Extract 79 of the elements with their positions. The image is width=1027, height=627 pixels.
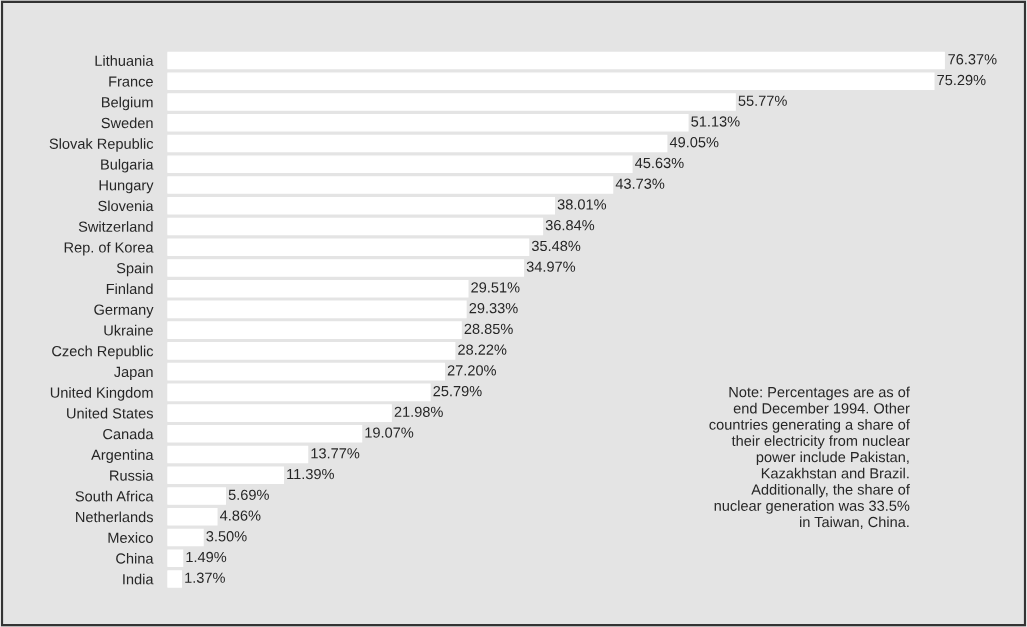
data-label: 34.97% <box>526 261 576 272</box>
text: Note: Percentages are as of end December 1994. Other countries generating a share of their electricity from nuclear power include Pakistan, Kazakhstan and Brazil. Additionally, the share of nuclear generation was 33.5% in Taiwan, China. <box>709 386 910 529</box>
y-tick-label: France <box>109 76 153 87</box>
bar <box>167 549 184 568</box>
data-label: 28.85% <box>464 323 513 335</box>
data-label: 28.22% <box>458 344 507 355</box>
data-label: 51.13% <box>691 116 740 127</box>
bar <box>167 113 689 132</box>
bar <box>167 259 525 277</box>
data-label: 21.98% <box>394 406 443 418</box>
y-tick-label: Belgium <box>102 96 153 111</box>
data-label: 36.84% <box>545 220 595 231</box>
y-tick-label: Slovak Republic <box>49 138 154 152</box>
y-tick-label: Rep. of Korea <box>64 241 154 256</box>
bar <box>167 342 456 360</box>
y-tick-label: Sweden <box>101 117 153 129</box>
y-tick-label: Czech Republic <box>52 345 154 360</box>
bar <box>167 321 462 339</box>
y-tick-label: Argentina <box>91 449 154 463</box>
data-label: 75.29% <box>937 74 986 86</box>
y-tick-label: Spain <box>116 262 153 277</box>
y-tick-label: India <box>123 573 154 585</box>
data-label: 13.77% <box>311 448 360 459</box>
bar <box>167 445 309 464</box>
y-tick-label: Switzerland <box>78 221 153 232</box>
data-label: 43.73% <box>615 178 665 189</box>
bar <box>167 508 218 526</box>
y-tick-label: South Africa <box>75 490 154 502</box>
bar <box>167 93 736 111</box>
bar <box>167 570 183 588</box>
bar <box>167 466 285 485</box>
y-tick-label: Mexico <box>108 532 153 543</box>
data-label: 4.86% <box>219 510 261 521</box>
bar <box>167 362 445 381</box>
data-label: 1.37% <box>185 572 225 583</box>
bar <box>167 300 467 319</box>
data-label: 38.01% <box>557 199 607 210</box>
y-tick-label: Russia <box>110 470 154 481</box>
y-tick-label: United States <box>67 407 153 419</box>
y-tick-label: Canada <box>103 428 154 440</box>
bar <box>167 279 469 298</box>
y-tick-label: Lithuania <box>95 55 154 66</box>
bar <box>167 134 668 153</box>
data-label: 1.49% <box>186 551 227 563</box>
y-tick-label: Japan <box>114 366 153 380</box>
y-tick-label: Germany <box>94 304 154 318</box>
data-label: 29.33% <box>469 302 518 314</box>
bar <box>167 51 945 70</box>
bar <box>167 425 363 443</box>
y-tick-label: Hungary <box>99 180 154 194</box>
bar <box>167 383 431 402</box>
y-tick-label: Bulgaria <box>101 158 154 173</box>
data-label: 29.51% <box>471 282 520 293</box>
bar <box>167 528 204 547</box>
y-tick-label: Ukraine <box>104 324 153 336</box>
bar <box>167 487 227 505</box>
bar <box>167 238 530 256</box>
y-tick-label: Netherlands <box>76 511 153 523</box>
y-tick-label: United Kingdom <box>50 387 153 401</box>
data-label: 27.20% <box>447 365 497 376</box>
data-label: 55.77% <box>738 95 787 106</box>
bar <box>167 404 392 422</box>
data-label: 25.79% <box>433 385 482 397</box>
data-label: 76.37% <box>948 54 997 65</box>
data-label: 35.48% <box>531 240 581 252</box>
data-label: 11.39% <box>287 468 334 480</box>
data-label: 49.05% <box>669 137 719 148</box>
y-tick-label: China <box>116 552 154 564</box>
data-label: 45.63% <box>635 157 684 169</box>
bar <box>167 196 556 215</box>
y-tick-label: Slovenia <box>98 200 154 212</box>
data-label: 5.69% <box>228 489 269 500</box>
bar <box>167 217 544 236</box>
data-label: 3.50% <box>206 531 247 542</box>
bar <box>167 155 633 174</box>
y-tick-label: Finland <box>106 283 153 295</box>
data-label: 19.07% <box>365 427 414 438</box>
bar <box>167 176 614 194</box>
bar <box>167 72 935 91</box>
